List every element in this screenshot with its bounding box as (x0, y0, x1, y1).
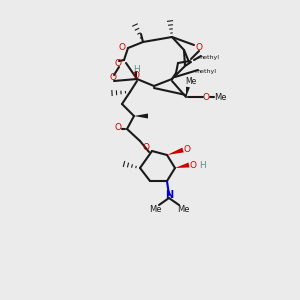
Polygon shape (134, 113, 148, 119)
Text: N: N (165, 190, 173, 200)
Text: Me: Me (214, 92, 226, 101)
Text: methyl: methyl (197, 55, 219, 59)
Text: methyl: methyl (194, 70, 216, 74)
Text: O: O (202, 92, 209, 101)
Text: O: O (196, 44, 202, 52)
Text: Me: Me (177, 205, 189, 214)
Text: O: O (133, 71, 140, 80)
Text: Me: Me (185, 77, 197, 86)
Text: O: O (115, 124, 122, 133)
Text: O: O (110, 74, 116, 82)
Text: O: O (115, 59, 122, 68)
Text: O: O (118, 44, 125, 52)
Text: O: O (142, 142, 149, 152)
Text: Me: Me (149, 205, 161, 214)
Text: O: O (190, 160, 196, 169)
Polygon shape (167, 148, 184, 155)
Text: H: H (199, 160, 206, 169)
Text: H: H (134, 64, 140, 74)
Polygon shape (186, 87, 190, 97)
Text: O: O (184, 146, 190, 154)
Polygon shape (175, 163, 190, 168)
